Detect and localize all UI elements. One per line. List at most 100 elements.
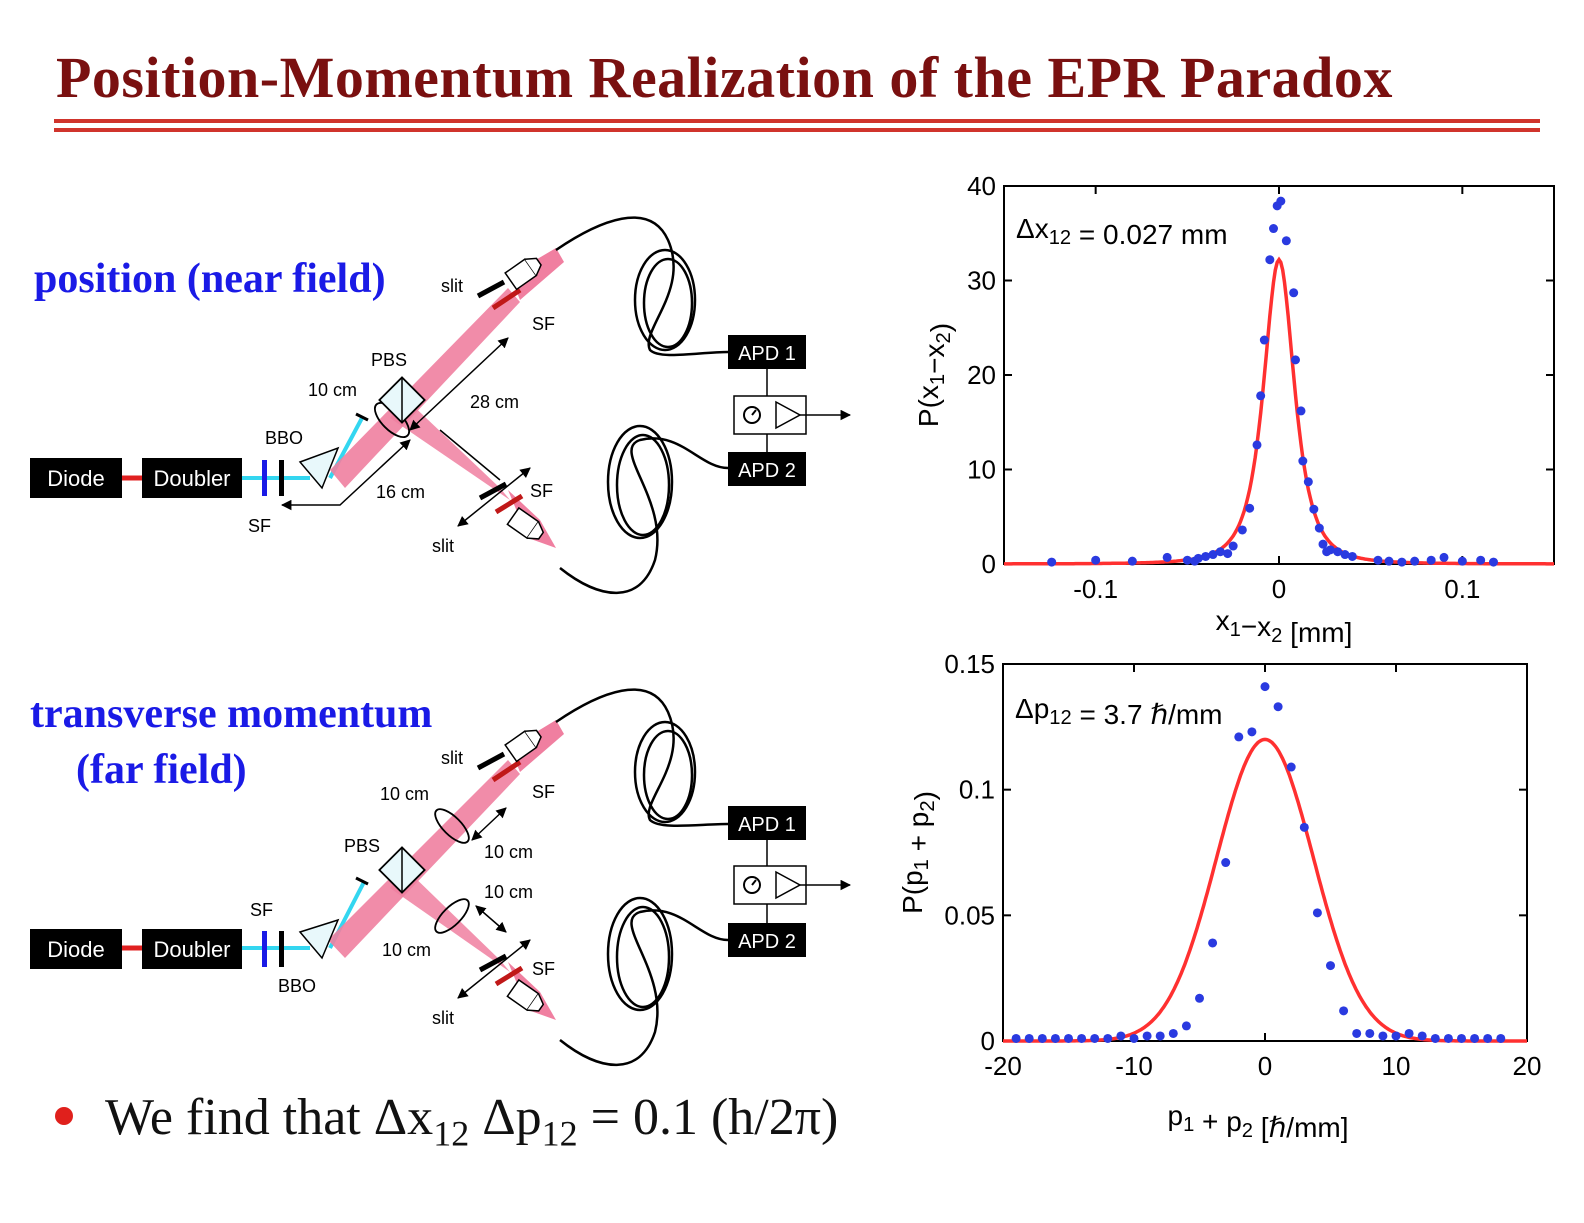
- filter-sf-upper-bottom: [491, 759, 522, 783]
- diode-box: [30, 458, 122, 498]
- dist-lens-lower-label: 10 cm: [382, 940, 431, 960]
- data-point: [1430, 1033, 1440, 1043]
- data-point: [1155, 1031, 1165, 1041]
- y-tick-label: 10: [967, 455, 996, 485]
- sf-upper-label-bottom: SF: [532, 782, 555, 802]
- apd1-box: [728, 335, 806, 369]
- data-point: [1298, 456, 1308, 466]
- slit-lower-label: slit: [432, 536, 454, 556]
- setup-near-field: Diode Doubler BBO 10 cm PBS slit SF SF s…: [30, 216, 852, 595]
- apd2-label-bottom: APD 2: [738, 931, 796, 953]
- data-point: [1496, 1033, 1506, 1043]
- data-point: [1347, 551, 1357, 561]
- bbo-label-bottom: BBO: [278, 976, 316, 996]
- pump-block: [355, 412, 369, 422]
- data-point: [1168, 1028, 1178, 1038]
- doubler-box-bottom: [142, 929, 242, 969]
- doubler-label-bottom: Doubler: [153, 937, 230, 962]
- data-point: [1333, 547, 1343, 557]
- data-point: [1326, 961, 1335, 971]
- data-point: [1410, 556, 1420, 566]
- filter-black-bottom: [279, 931, 284, 967]
- data-point: [1296, 406, 1306, 416]
- data-point: [1314, 523, 1324, 533]
- data-point: [1256, 391, 1266, 401]
- data-point: [1303, 477, 1313, 487]
- data-point: [1077, 1033, 1087, 1043]
- apd2-box-bottom: [728, 923, 806, 957]
- dist-slit-upper-label: 10 cm: [484, 842, 533, 862]
- bullet-text-mid: Δp: [469, 1089, 542, 1146]
- data-point: [1439, 552, 1449, 562]
- data-point: [1234, 732, 1244, 742]
- data-point: [1489, 557, 1498, 567]
- data-point: [1142, 1031, 1152, 1041]
- bullet-sub-2: 12: [541, 1113, 578, 1154]
- data-point: [1276, 196, 1286, 206]
- dist-lens-upper-label: 10 cm: [380, 784, 429, 804]
- title-rule-upper: [54, 119, 1540, 123]
- data-point: [1281, 236, 1291, 246]
- fiber-upper: [555, 216, 729, 357]
- data-point: [1273, 702, 1283, 712]
- fiber-lower-bottom: [559, 896, 729, 1067]
- slit-upper-label: slit: [441, 276, 463, 296]
- data-point: [1181, 1021, 1191, 1031]
- data-point: [1228, 541, 1238, 551]
- bullet-sub-1: 12: [433, 1113, 470, 1154]
- title-rule-lower: [54, 128, 1540, 132]
- apd2-label: APD 2: [738, 460, 796, 482]
- data-point: [1318, 539, 1328, 549]
- filter-black: [279, 460, 284, 496]
- x-tick-label: 20: [1513, 1051, 1542, 1081]
- data-point: [1090, 1033, 1100, 1043]
- data-point: [1260, 682, 1270, 692]
- data-point: [1103, 1033, 1113, 1043]
- slit-upper-bottom: [476, 751, 506, 771]
- data-point: [1391, 1031, 1401, 1041]
- data-point: [1443, 1033, 1453, 1043]
- slit-lower-label-bottom: slit: [432, 1008, 454, 1028]
- data-point: [1252, 440, 1262, 450]
- dist-arrow-16: [280, 439, 411, 511]
- dist-arm-label: 28 cm: [470, 392, 519, 412]
- data-point: [1237, 525, 1247, 535]
- pbs-cube-bottom: [378, 846, 426, 894]
- data-point: [1208, 550, 1218, 560]
- x-axis-label: x1−x2 [mm]: [1216, 605, 1353, 648]
- fiber-upper-bottom: [555, 688, 729, 827]
- data-point: [1247, 727, 1257, 737]
- diode-label: Diode: [47, 466, 104, 491]
- data-point: [1047, 557, 1057, 567]
- data-point: [1193, 553, 1203, 563]
- chart-position-correlation: -0.1 0 0.1 0 10 20 30 40 Δx12 = 0.027 mm x1−x2 [m…: [913, 171, 1555, 648]
- coupler-upper: [504, 257, 542, 291]
- x-tick-label: -0.1: [1073, 574, 1118, 604]
- lens-upper-bottom: [434, 808, 470, 844]
- bullet-text-start: We find that Δx: [105, 1089, 434, 1146]
- doubler-box: [142, 458, 242, 498]
- x-tick-label: -10: [1115, 1051, 1153, 1081]
- data-point: [1162, 552, 1172, 562]
- data-point: [1291, 355, 1300, 365]
- data-point: [1476, 555, 1486, 565]
- pbs-label: PBS: [371, 350, 407, 370]
- x-axis-label: p1 + p2 [ℏ/mm]: [1167, 1100, 1348, 1143]
- filter-sf-upper: [491, 287, 522, 311]
- apd1-box-bottom: [728, 806, 806, 840]
- bullet-text-end: = 0.1 (h/2π): [577, 1089, 839, 1146]
- data-point: [1037, 1033, 1047, 1043]
- data-point: [1457, 556, 1467, 566]
- dist-arrow-lower-bottom: [475, 905, 507, 933]
- data-point: [1245, 503, 1255, 513]
- sf-upper-label: SF: [532, 314, 555, 334]
- data-point: [1011, 1033, 1021, 1043]
- coupler-upper-bottom: [504, 729, 542, 763]
- doubler-label: Doubler: [153, 466, 230, 491]
- y-tick-label: 0: [982, 549, 996, 579]
- diode-box-bottom: [30, 929, 122, 969]
- data-point: [1195, 993, 1204, 1003]
- x-tick-label: 0: [1258, 1051, 1272, 1081]
- slit-translation-arrow-bottom: [457, 939, 531, 999]
- y-axis-label: P(p1 + p2): [897, 791, 940, 914]
